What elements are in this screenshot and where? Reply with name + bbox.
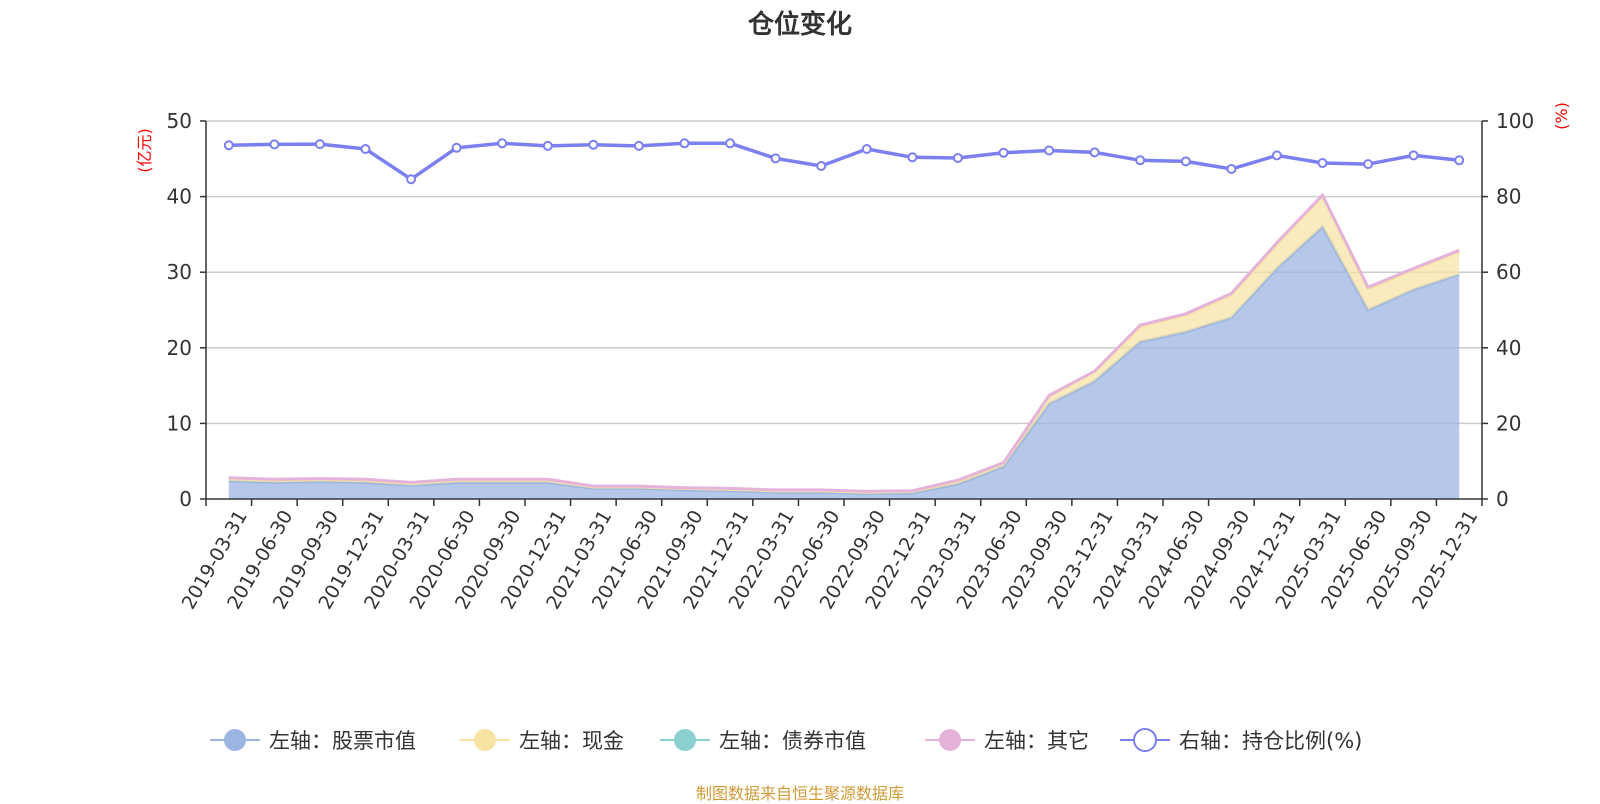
legend-label: 左轴：现金 bbox=[519, 729, 624, 753]
ratio-point bbox=[406, 174, 417, 185]
area-左轴：股票市值 bbox=[228, 226, 1460, 500]
ratio-point bbox=[223, 140, 234, 151]
ratio-point bbox=[816, 161, 827, 171]
ratio-point bbox=[998, 147, 1009, 158]
chart-title: 仓位变化 bbox=[747, 10, 852, 40]
legend-label: 左轴：其它 bbox=[984, 729, 1089, 753]
legend-label: 左轴：债券市值 bbox=[719, 729, 866, 753]
left-tick-label: 20 bbox=[167, 336, 192, 360]
legend-label: 右轴：持仓比例(%) bbox=[1179, 729, 1362, 753]
left-tick-label: 50 bbox=[167, 109, 192, 133]
ratio-point bbox=[725, 138, 736, 149]
ratio-point bbox=[1135, 155, 1146, 166]
ratio-point bbox=[1226, 164, 1237, 174]
ratio-point bbox=[1363, 159, 1374, 170]
stacked-areas bbox=[228, 192, 1460, 500]
ratio-point bbox=[1408, 150, 1419, 161]
legend-marker bbox=[674, 729, 696, 751]
ratio-point bbox=[907, 152, 918, 163]
legend: 左轴：股票市值 左轴：现金 左轴：债券市值 左轴：其它 右轴：持仓比例(%) bbox=[210, 728, 1362, 753]
ratio-point bbox=[360, 144, 371, 154]
ratio-point bbox=[1044, 145, 1055, 156]
ratio-point bbox=[542, 140, 553, 151]
right-tick-label: 100 bbox=[1496, 109, 1534, 133]
ratio-point bbox=[1454, 155, 1465, 166]
ratio-point bbox=[1089, 147, 1100, 158]
ratio-point bbox=[770, 153, 781, 164]
ratio-point bbox=[633, 140, 644, 151]
right-tick-label: 60 bbox=[1496, 260, 1521, 284]
right-tick-label: 80 bbox=[1496, 185, 1521, 209]
left-tick-label: 30 bbox=[167, 260, 192, 284]
ratio-point bbox=[588, 139, 599, 150]
right-tick-label: 20 bbox=[1496, 411, 1521, 435]
area-line-左轴：其它 bbox=[228, 192, 1460, 493]
ratio-point bbox=[679, 138, 690, 149]
legend-marker bbox=[474, 729, 496, 751]
ratio-point bbox=[497, 138, 508, 149]
ratio-point bbox=[1271, 150, 1282, 161]
legend-marker bbox=[224, 729, 246, 751]
left-tick-label: 10 bbox=[167, 411, 192, 435]
left-tick-label: 40 bbox=[167, 185, 192, 209]
ratio-line-layer bbox=[223, 138, 1465, 185]
right-tick-label: 0 bbox=[1496, 487, 1509, 511]
right-tick-label: 40 bbox=[1496, 336, 1521, 360]
legend-marker bbox=[1133, 728, 1157, 752]
legend-label: 左轴：股票市值 bbox=[269, 729, 416, 753]
ratio-point bbox=[451, 142, 462, 153]
legend-marker bbox=[939, 729, 961, 751]
data-source-note: 制图数据来自恒生聚源数据库 bbox=[695, 784, 904, 803]
ratio-point bbox=[1180, 156, 1191, 167]
right-axis-unit: (%) bbox=[1552, 102, 1571, 130]
ratio-line bbox=[228, 141, 1460, 182]
left-tick-label: 0 bbox=[179, 487, 192, 511]
ratio-point bbox=[314, 139, 325, 150]
ratio-point bbox=[861, 144, 872, 154]
ratio-point bbox=[1317, 158, 1328, 168]
ratio-point bbox=[952, 153, 963, 163]
ratio-point bbox=[269, 139, 280, 150]
left-axis-unit: (亿元) bbox=[135, 128, 154, 173]
